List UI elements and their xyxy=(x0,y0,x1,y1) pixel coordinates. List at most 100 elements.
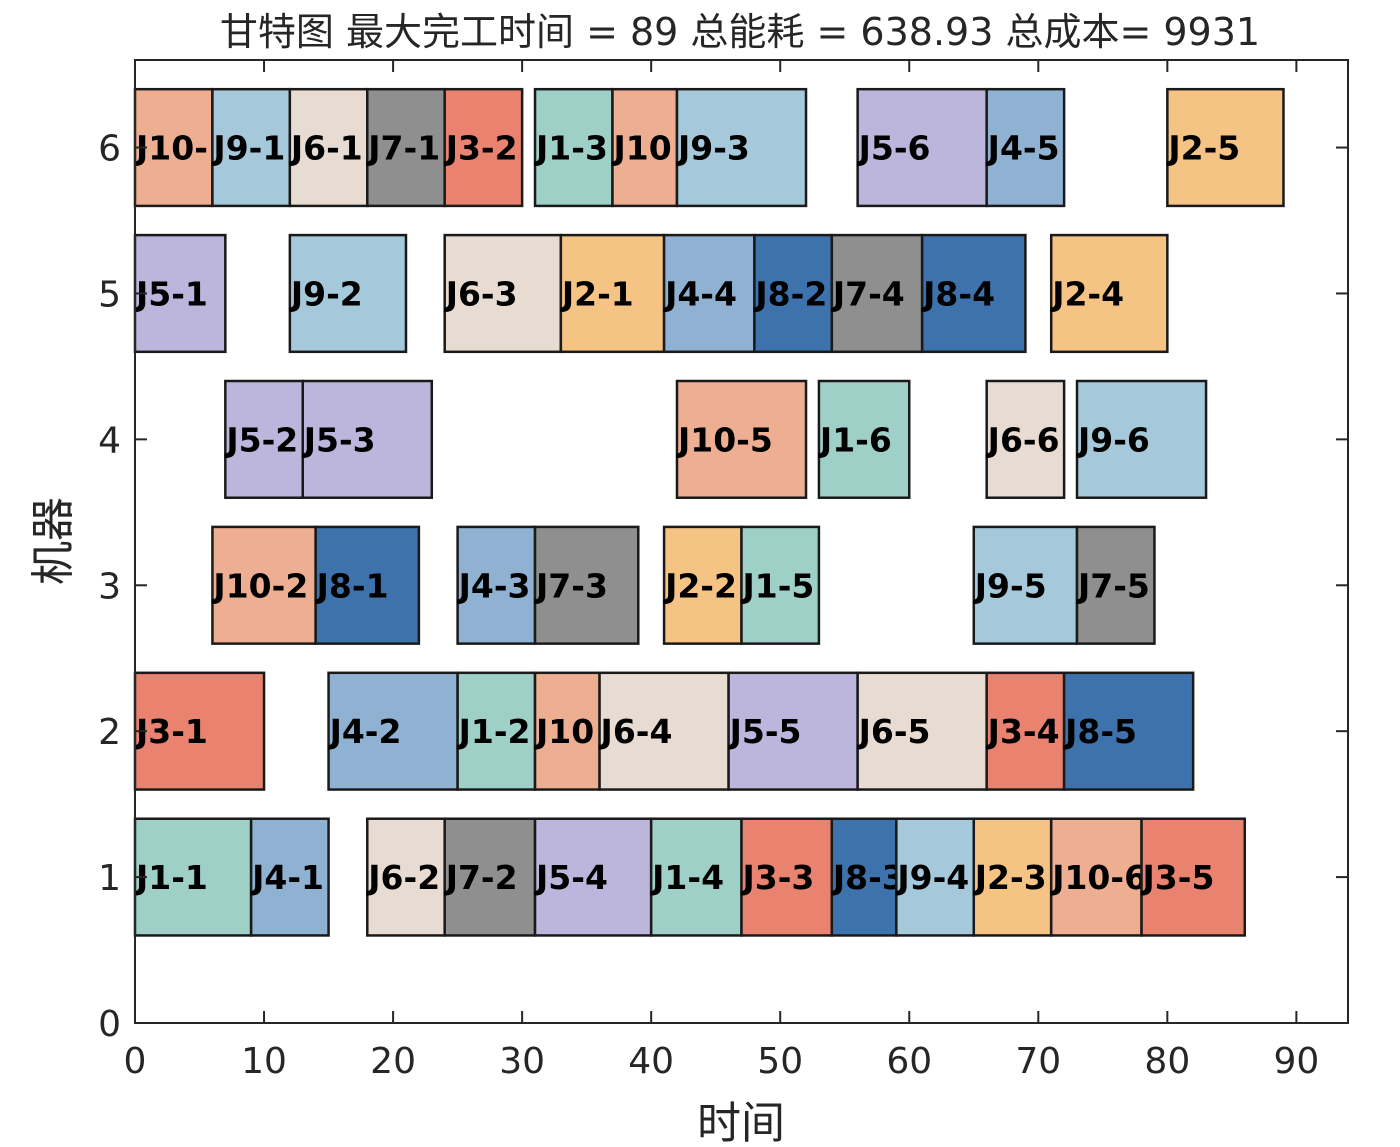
task-bar-J10-6: J10-6 xyxy=(1049,817,1147,937)
x-tick-label: 70 xyxy=(1015,1041,1061,1082)
task-bar-rect xyxy=(443,233,563,354)
task-bar-rect xyxy=(985,671,1066,791)
task-bar-J4-3: J4-3 xyxy=(456,525,537,645)
task-bar-J9-6: J9-6 xyxy=(1075,379,1208,499)
task-bar-rect xyxy=(533,671,601,791)
task-bar-rect xyxy=(985,379,1066,499)
task-bar-J6-2: J6-2 xyxy=(366,817,446,937)
x-tick-label: 50 xyxy=(757,1041,803,1082)
task-bar-rect xyxy=(830,233,924,354)
task-label: J6-5 xyxy=(857,712,931,751)
task-bar-rect xyxy=(895,817,976,937)
x-tick-label: 90 xyxy=(1273,1041,1319,1082)
y-tick-label: 1 xyxy=(98,858,121,899)
y-tick-label: 3 xyxy=(98,566,121,607)
task-bar-rect xyxy=(817,379,911,499)
task-bar-rect xyxy=(662,233,756,354)
task-bar-rect xyxy=(327,671,459,791)
task-label: J1-6 xyxy=(818,420,892,459)
task-bar-J3-2: J3-2 xyxy=(443,87,524,208)
task-bar-J5-4: J5-4 xyxy=(533,817,653,937)
x-tick-label: 80 xyxy=(1144,1041,1190,1082)
chart-title: 甘特图 最大完工时间 = 89 总能耗 = 638.93 总成本= 9931 xyxy=(220,10,1260,54)
task-bar-rect xyxy=(920,233,1027,354)
task-bar-J5-1: J5-1 xyxy=(133,233,227,354)
task-label: J3-5 xyxy=(1141,858,1215,897)
task-label: J4-4 xyxy=(663,274,737,313)
task-label: J2-2 xyxy=(663,566,737,605)
task-bar-rect xyxy=(598,671,730,791)
task-label: J9-6 xyxy=(1076,420,1150,459)
task-bar-J5-5: J5-5 xyxy=(727,671,859,791)
task-bar-J6-4: J6-4 xyxy=(598,671,730,791)
task-bar-rect xyxy=(1049,233,1169,354)
task-bar-J8-3: J8-3 xyxy=(830,817,905,937)
task-bar-rect xyxy=(288,87,369,208)
task-label: J5-5 xyxy=(728,712,802,751)
task-bar-J9-3: J9-3 xyxy=(675,87,808,208)
task-label: J1-5 xyxy=(741,566,815,605)
task-label: J4-1 xyxy=(250,858,324,897)
task-label: J9-3 xyxy=(676,129,750,168)
task-bar-rect xyxy=(753,233,834,354)
task-bar-J3-4: J3-4 xyxy=(985,671,1066,791)
task-bar-J4-4: J4-4 xyxy=(662,233,756,354)
task-bar-rect xyxy=(972,525,1079,645)
task-label: J7-2 xyxy=(444,858,518,897)
task-bar-rect xyxy=(740,817,834,937)
task-label: J3-4 xyxy=(986,712,1060,751)
task-bar-J7-5: J7-5 xyxy=(1075,525,1156,645)
task-label: J1-3 xyxy=(534,129,608,168)
task-bar-rect xyxy=(972,817,1053,937)
task-label: J10-2 xyxy=(211,566,308,605)
task-label: J7-5 xyxy=(1076,566,1150,605)
task-bar-J7-4: J7-4 xyxy=(830,233,924,354)
task-bar-rect xyxy=(133,817,253,937)
x-tick-label: 20 xyxy=(370,1041,416,1082)
task-label: J2-5 xyxy=(1166,129,1240,168)
task-label: J3-2 xyxy=(444,129,518,168)
task-bar-rect xyxy=(675,87,808,208)
task-bar-J3-1: J3-1 xyxy=(133,671,266,791)
task-bar-J10: J10 xyxy=(611,87,679,208)
task-label: J1-4 xyxy=(650,858,724,897)
task-bar-J6-1: J6-1 xyxy=(288,87,369,208)
task-bar-J2-2: J2-2 xyxy=(662,525,743,645)
task-bar-rect xyxy=(830,817,898,937)
task-bar-J9-2: J9-2 xyxy=(288,233,408,354)
task-label: J3-3 xyxy=(741,858,815,897)
task-bar-rect xyxy=(288,233,408,354)
task-bar-J8-2: J8-2 xyxy=(753,233,834,354)
y-tick-label: 0 xyxy=(98,1004,121,1045)
task-bar-J1-1: J1-1 xyxy=(133,817,253,937)
task-bar-J5-2: J5-2 xyxy=(224,379,305,499)
task-label: J9-2 xyxy=(289,274,363,313)
task-bar-J6-3: J6-3 xyxy=(443,233,563,354)
task-bar-rect xyxy=(1075,379,1208,499)
task-bar-J1-3: J1-3 xyxy=(533,87,614,208)
x-tick-label: 10 xyxy=(241,1041,287,1082)
task-bar-J3-3: J3-3 xyxy=(740,817,834,937)
task-bar-J2-3: J2-3 xyxy=(972,817,1053,937)
x-tick-label: 30 xyxy=(499,1041,545,1082)
task-bar-rect xyxy=(727,671,859,791)
task-bar-J2-4: J2-4 xyxy=(1049,233,1169,354)
task-label: J2-1 xyxy=(560,274,634,313)
task-bar-rect xyxy=(211,525,317,645)
task-bar-rect xyxy=(366,817,446,937)
task-label: J7-1 xyxy=(366,129,440,168)
task-label: J2-4 xyxy=(1050,274,1124,313)
task-bar-rect xyxy=(301,379,434,499)
task-label: J8-3 xyxy=(831,858,905,897)
task-bar-J2-5: J2-5 xyxy=(1166,87,1285,208)
axis-ticks: 0 10 20 30 40 50 60 70 80 90 0 1 2 3 4 5 6 xyxy=(98,60,1348,1082)
y-tick-label: 4 xyxy=(98,420,121,461)
task-label: J5-4 xyxy=(534,858,608,897)
task-bar-rect xyxy=(133,671,266,791)
task-bar-J4-5: J4-5 xyxy=(985,87,1066,208)
task-bar-rect xyxy=(456,671,537,791)
task-bar-rect xyxy=(249,817,330,937)
task-bar-rect xyxy=(740,525,821,645)
task-label: J5-6 xyxy=(857,129,931,168)
task-bar-J9-4: J9-4 xyxy=(895,817,976,937)
